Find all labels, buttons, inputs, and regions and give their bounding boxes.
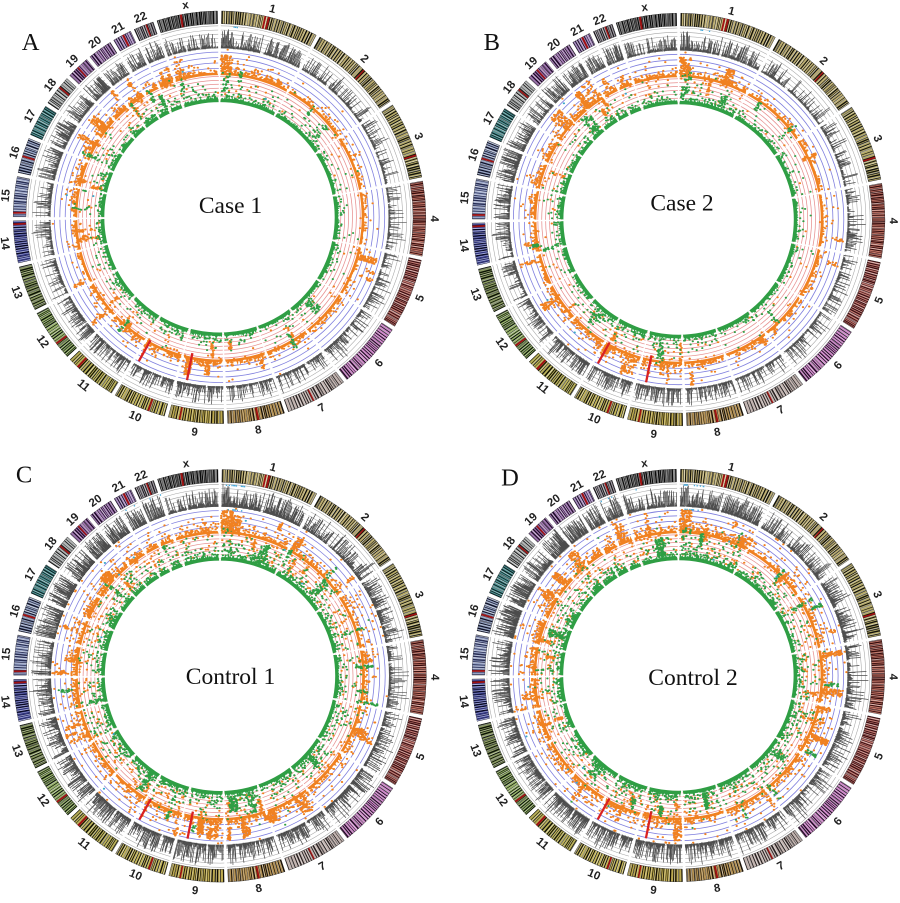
svg-text:A: A	[22, 29, 40, 56]
svg-text:Control 1: Control 1	[186, 664, 275, 690]
svg-text:Case 2: Case 2	[650, 191, 713, 217]
svg-text:C: C	[16, 461, 32, 488]
svg-text:D: D	[501, 464, 519, 491]
svg-text:Control 2: Control 2	[648, 665, 737, 691]
svg-text:B: B	[484, 29, 500, 56]
svg-text:Case 1: Case 1	[199, 193, 262, 219]
